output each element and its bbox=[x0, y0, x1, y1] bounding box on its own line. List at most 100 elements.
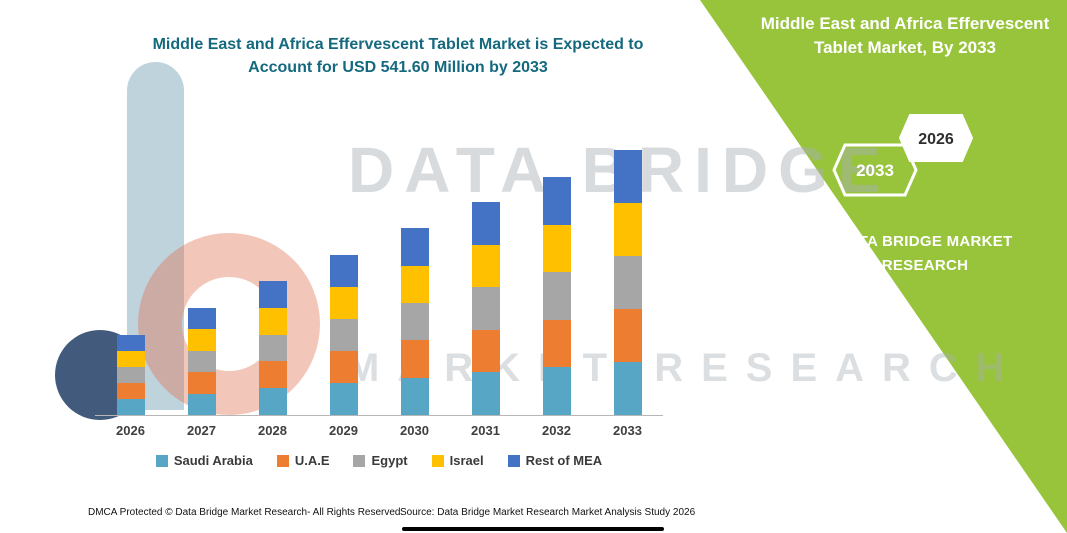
chart-title: Middle East and Africa Effervescent Tabl… bbox=[138, 33, 658, 79]
side-panel-title-line2: Tablet Market, By 2033 bbox=[813, 37, 997, 57]
bar-segment-saudi-arabia bbox=[542, 367, 571, 415]
bar-column-2031 bbox=[450, 150, 521, 415]
hexagon-2026-label: 2026 bbox=[918, 131, 954, 148]
bar-segment-egypt bbox=[542, 272, 571, 320]
bar-segment-rest-of-mea bbox=[258, 280, 287, 308]
bar-segment-israel bbox=[471, 244, 500, 288]
chart-title-line2: Account for USD 541.60 Million by 2033 bbox=[248, 59, 548, 77]
bar-segment-israel bbox=[116, 351, 145, 367]
bar-column-2029 bbox=[308, 150, 379, 415]
legend-swatch-israel bbox=[431, 454, 444, 467]
stacked-bar-2027 bbox=[187, 308, 216, 415]
brand-name-line1: DATA BRIDGE MARKET bbox=[837, 233, 1013, 250]
x-axis-label-2032: 2032 bbox=[542, 423, 571, 438]
bar-segment-u-a-e bbox=[187, 372, 216, 394]
stacked-bar-2026 bbox=[116, 335, 145, 415]
legend-item-saudi-arabia: Saudi Arabia bbox=[155, 453, 253, 468]
brand-name: DATA BRIDGE MARKET RESEARCH bbox=[775, 230, 1067, 278]
bar-segment-u-a-e bbox=[471, 329, 500, 373]
bar-segment-u-a-e bbox=[613, 309, 642, 362]
bar-column-2027 bbox=[166, 150, 237, 415]
bar-segment-saudi-arabia bbox=[329, 383, 358, 415]
bar-segment-u-a-e bbox=[400, 340, 429, 378]
side-panel-title: Middle East and Africa Effervescent Tabl… bbox=[757, 12, 1053, 60]
stacked-bar-2028 bbox=[258, 280, 287, 415]
bar-segment-rest-of-mea bbox=[542, 176, 571, 225]
bar-column-2033 bbox=[592, 150, 663, 415]
bar-segment-israel bbox=[329, 287, 358, 319]
x-axis-label-2027: 2027 bbox=[187, 423, 216, 438]
bar-column-2026 bbox=[95, 150, 166, 415]
legend-label-egypt: Egypt bbox=[371, 453, 408, 468]
bar-segment-saudi-arabia bbox=[187, 393, 216, 415]
x-axis-labels: 2026 2027 2028 2029 2030 2031 2032 2033 bbox=[95, 423, 663, 438]
footer-source-text: Source: Data Bridge Market Research Mark… bbox=[400, 507, 696, 518]
x-axis-label-2033: 2033 bbox=[613, 423, 642, 438]
bar-segment-egypt bbox=[471, 287, 500, 330]
bar-segment-u-a-e bbox=[329, 351, 358, 383]
stacked-bar-2031 bbox=[471, 201, 500, 415]
bar-segment-israel bbox=[258, 307, 287, 335]
bottom-bar bbox=[402, 527, 664, 531]
legend-swatch-u-a-e bbox=[276, 454, 289, 467]
bar-segment-rest-of-mea bbox=[400, 228, 429, 266]
stacked-bar-2033 bbox=[613, 150, 642, 415]
bar-segment-u-a-e bbox=[258, 361, 287, 389]
legend-label-u-a-e: U.A.E bbox=[294, 453, 330, 468]
stacked-bar-2029 bbox=[329, 255, 358, 415]
bar-segment-rest-of-mea bbox=[329, 255, 358, 288]
side-panel-title-line1: Middle East and Africa Effervescent bbox=[760, 14, 1050, 33]
bar-segment-u-a-e bbox=[542, 319, 571, 368]
bar-segment-saudi-arabia bbox=[400, 377, 429, 415]
hexagon-badge-2026: 2026 bbox=[898, 114, 974, 162]
bar-segment-saudi-arabia bbox=[258, 388, 287, 415]
legend-label-saudi-arabia: Saudi Arabia bbox=[173, 453, 253, 468]
bar-column-2030 bbox=[379, 150, 450, 415]
legend-swatch-egypt bbox=[353, 454, 366, 467]
plot-area bbox=[95, 150, 663, 415]
bar-segment-israel bbox=[542, 224, 571, 273]
bar-segment-israel bbox=[613, 203, 642, 257]
footer-dmca-text: DMCA Protected © Data Bridge Market Rese… bbox=[88, 507, 404, 518]
bar-segment-saudi-arabia bbox=[471, 372, 500, 415]
bar-segment-egypt bbox=[329, 319, 358, 351]
stacked-bar-2030 bbox=[400, 228, 429, 415]
bar-column-2032 bbox=[521, 150, 592, 415]
legend-label-rest-of-mea: Rest of MEA bbox=[525, 453, 603, 468]
bar-segment-egypt bbox=[400, 302, 429, 341]
x-axis-label-2028: 2028 bbox=[258, 423, 287, 438]
legend-label-israel: Israel bbox=[449, 453, 484, 468]
bar-segment-israel bbox=[187, 329, 216, 351]
legend-swatch-saudi-arabia bbox=[155, 454, 168, 467]
legend-swatch-rest-of-mea bbox=[507, 454, 520, 467]
bar-segment-egypt bbox=[187, 350, 216, 373]
bar-segment-rest-of-mea bbox=[187, 308, 216, 330]
hexagon-2026-shape bbox=[898, 114, 974, 162]
bar-segment-u-a-e bbox=[116, 383, 145, 399]
bar-segment-saudi-arabia bbox=[613, 361, 642, 415]
bar-segment-saudi-arabia bbox=[116, 398, 145, 415]
legend: Saudi Arabia U.A.E Egypt Israel Rest of MEA bbox=[95, 453, 663, 468]
bar-segment-rest-of-mea bbox=[116, 335, 145, 352]
bar-column-2028 bbox=[237, 150, 308, 415]
x-axis-label-2029: 2029 bbox=[329, 423, 358, 438]
x-axis-label-2031: 2031 bbox=[471, 423, 500, 438]
legend-item-rest-of-mea: Rest of MEA bbox=[507, 453, 603, 468]
hexagon-2033-label: 2033 bbox=[856, 161, 894, 180]
legend-item-israel: Israel bbox=[431, 453, 484, 468]
legend-item-egypt: Egypt bbox=[353, 453, 408, 468]
watermark-market-research: MARKET RESEARCH bbox=[346, 346, 1023, 390]
bar-segment-rest-of-mea bbox=[613, 150, 642, 204]
x-axis-label-2026: 2026 bbox=[116, 423, 145, 438]
legend-item-u-a-e: U.A.E bbox=[276, 453, 330, 468]
x-axis-label-2030: 2030 bbox=[400, 423, 429, 438]
bar-segment-rest-of-mea bbox=[471, 201, 500, 245]
bar-segment-egypt bbox=[116, 366, 145, 384]
bar-segment-egypt bbox=[258, 334, 287, 362]
chart-title-line1: Middle East and Africa Effervescent Tabl… bbox=[152, 36, 644, 53]
bar-segment-israel bbox=[400, 265, 429, 303]
brand-name-line2: RESEARCH bbox=[881, 257, 969, 274]
stacked-bar-2032 bbox=[542, 176, 571, 415]
bar-segment-egypt bbox=[613, 256, 642, 310]
x-axis-line bbox=[95, 415, 663, 416]
